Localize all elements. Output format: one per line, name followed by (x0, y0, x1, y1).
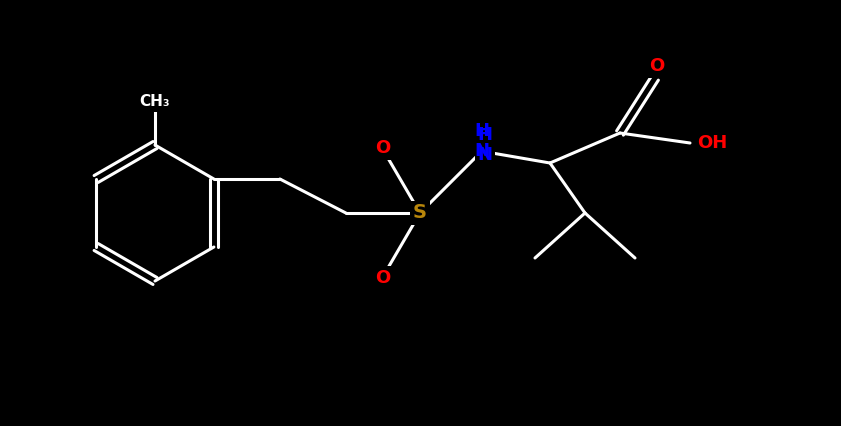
Text: H
N: H N (478, 126, 493, 164)
Text: O: O (375, 139, 390, 157)
Text: OH: OH (697, 134, 727, 152)
Text: CH₃: CH₃ (140, 95, 171, 109)
Text: O: O (649, 57, 664, 75)
Text: N: N (474, 142, 489, 160)
Text: O: O (375, 269, 390, 287)
Text: H: H (474, 122, 489, 140)
Text: S: S (413, 204, 427, 222)
